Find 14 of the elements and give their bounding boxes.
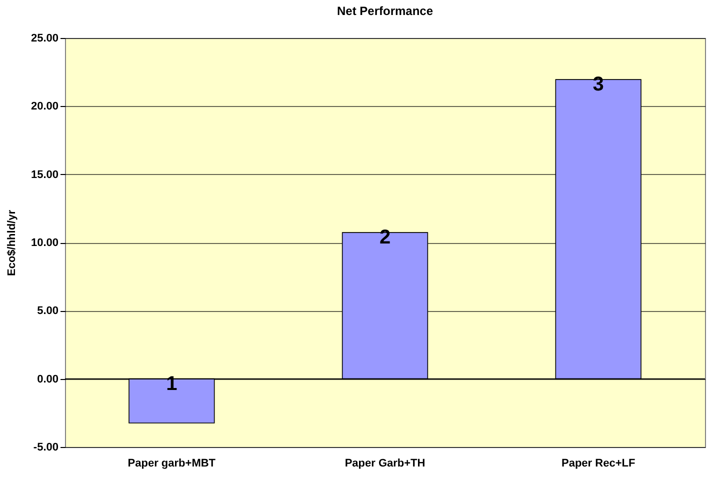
y-tick-label: 10.00 [30,237,58,249]
y-tick-label: 15.00 [30,168,58,181]
y-tick-label: -5.00 [33,442,58,454]
y-tick-label: 25.00 [30,32,58,44]
y-tick-label: 0.00 [37,373,58,386]
x-tick-label: Paper Garb+TH [344,458,426,470]
y-tick-label: 20.00 [30,100,58,113]
annotation: 2 [379,226,391,249]
x-tick-label: Paper Rec+LF [561,458,636,470]
annotation: 3 [592,74,604,96]
y-axis-title: Eco$/hhld/yr [6,209,18,276]
x-tick-label: Paper garb+MBT [128,458,216,470]
y-tick-label: 5.00 [37,305,58,318]
chart-title: Net Performance [336,4,434,18]
